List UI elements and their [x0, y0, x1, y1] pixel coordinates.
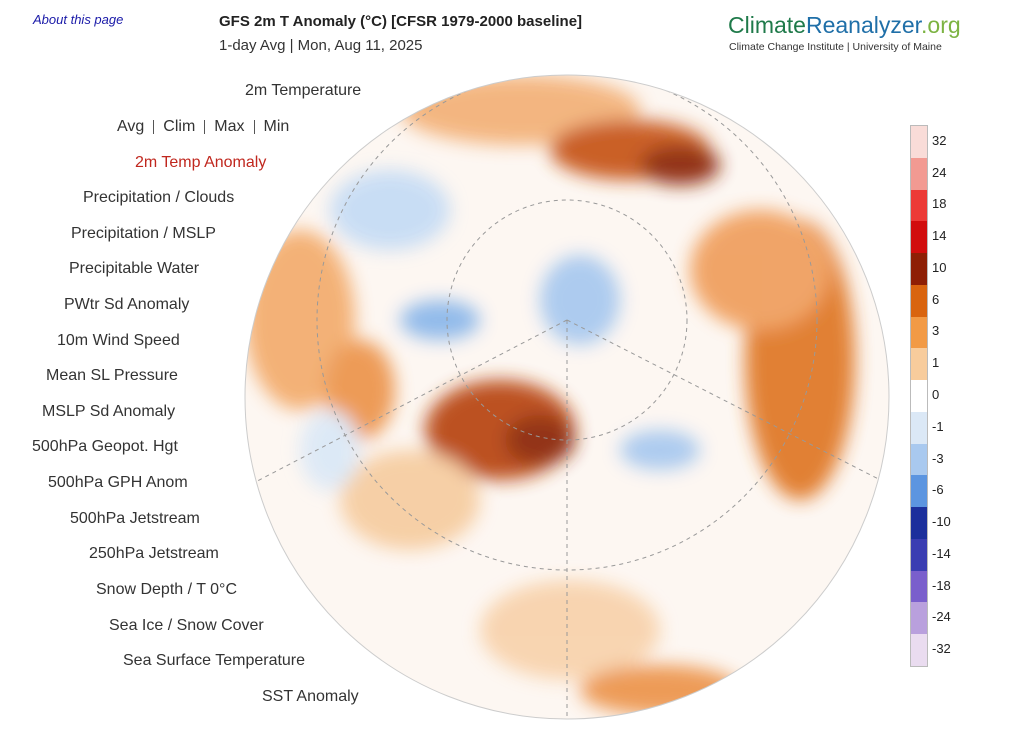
- menu-item[interactable]: 250hPa Jetstream: [89, 545, 219, 562]
- logo-part: Climate: [728, 12, 806, 38]
- colorbar-swatch: [911, 253, 927, 285]
- colorbar-swatch: [911, 570, 927, 603]
- colorbar-label: 6: [932, 291, 940, 307]
- colorbar-swatch: [911, 538, 927, 571]
- stat-option[interactable]: Clim: [153, 119, 204, 135]
- menu-item[interactable]: Sea Ice / Snow Cover: [109, 617, 264, 634]
- colorbar-label: -10: [932, 514, 951, 530]
- menu-item[interactable]: Precipitation / MSLP: [71, 225, 216, 242]
- colorbar-swatch: [911, 348, 927, 380]
- colorbar-label: -3: [932, 450, 944, 466]
- menu-item[interactable]: PWtr Sd Anomaly: [64, 296, 190, 313]
- colorbar-swatch: [911, 507, 927, 539]
- menu-item[interactable]: 10m Wind Speed: [57, 332, 180, 349]
- colorbar-swatch: [911, 602, 927, 634]
- colorbar-label: -1: [932, 418, 944, 434]
- menu-item[interactable]: Precipitable Water: [69, 260, 200, 277]
- logo[interactable]: ClimateReanalyzer.org: [728, 12, 961, 39]
- stat-options: Avg Clim Max Min: [117, 118, 298, 136]
- colorbar-swatch: [911, 189, 927, 222]
- colorbar-swatch: [911, 411, 927, 444]
- menu-item[interactable]: SST Anomaly: [262, 688, 359, 705]
- menu-item[interactable]: 2m Temp Anomaly: [135, 154, 267, 171]
- colorbar-label: -14: [932, 545, 951, 561]
- colorbar-label: 18: [932, 196, 947, 212]
- menu-item[interactable]: Sea Surface Temperature: [123, 652, 306, 669]
- colorbar-swatch: [911, 284, 927, 317]
- colorbar-label: 0: [932, 387, 940, 402]
- colorbar-label: 10: [932, 259, 947, 275]
- colorbar-label: -6: [932, 482, 944, 498]
- menu-item[interactable]: Mean SL Pressure: [46, 367, 178, 384]
- menu-item[interactable]: Precipitation / Clouds: [83, 189, 235, 206]
- colorbar-swatch: [911, 126, 927, 158]
- globe-map: [244, 74, 890, 720]
- colorbar-swatch: [911, 634, 927, 666]
- logo-part: Reanalyzer: [805, 12, 922, 38]
- menu-item[interactable]: 2m Temperature: [245, 82, 362, 99]
- colorbar-swatch: [911, 316, 927, 349]
- stat-option[interactable]: Avg: [117, 118, 145, 135]
- colorbar-label: 14: [932, 228, 947, 244]
- menu-item[interactable]: 500hPa Geopot. Hgt: [32, 438, 178, 455]
- colorbar-label: -24: [932, 609, 951, 625]
- stat-option[interactable]: Max: [204, 119, 253, 135]
- map-title: GFS 2m T Anomaly (°C) [CFSR 1979-2000 ba…: [219, 13, 583, 30]
- map-subtitle: 1-day Avg | Mon, Aug 11, 2025: [219, 37, 423, 54]
- colorbar-label: 24: [932, 164, 947, 180]
- colorbar-swatch: [911, 380, 927, 412]
- colorbar-label: 3: [932, 323, 940, 339]
- colorbar-label: -18: [932, 577, 951, 593]
- menu-item[interactable]: 500hPa Jetstream: [70, 510, 200, 527]
- colorbar-label: 1: [932, 355, 940, 371]
- colorbar-swatch: [911, 475, 927, 507]
- colorbar-swatch: [911, 443, 927, 476]
- colorbar-swatch: [911, 157, 927, 190]
- menu-item[interactable]: Snow Depth / T 0°C: [96, 581, 237, 598]
- tagline: Climate Change Institute | University of…: [729, 41, 942, 53]
- menu-item[interactable]: 500hPa GPH Anom: [48, 474, 188, 491]
- colorbar-label: -32: [932, 641, 951, 657]
- menu-item[interactable]: MSLP Sd Anomaly: [42, 403, 176, 420]
- stat-option[interactable]: Min: [253, 119, 299, 135]
- about-link[interactable]: About this page: [33, 12, 124, 27]
- colorbar-swatch: [911, 221, 927, 253]
- logo-part: .org: [921, 12, 961, 38]
- colorbar: [910, 125, 928, 667]
- colorbar-label: 32: [932, 132, 947, 148]
